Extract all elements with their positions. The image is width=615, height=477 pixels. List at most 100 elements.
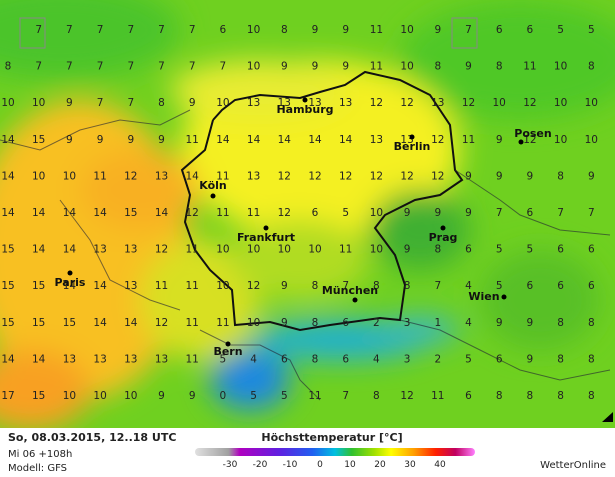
temperature-value: 8 xyxy=(312,317,319,329)
temperature-value: 10 xyxy=(585,97,598,109)
icon-frame[interactable] xyxy=(19,17,46,49)
legend-tick-label: 30 xyxy=(404,460,416,470)
temperature-value: 12 xyxy=(462,97,475,109)
temperature-value: 10 xyxy=(400,61,413,73)
temperature-value: 14 xyxy=(93,280,107,292)
temperature-value: 8 xyxy=(434,244,441,256)
temperature-value: 8 xyxy=(281,24,288,36)
temperature-value: 6 xyxy=(527,24,534,36)
temperature-value: 14 xyxy=(63,244,77,256)
temperature-value: 6 xyxy=(527,280,534,292)
temperature-value: 8 xyxy=(557,317,564,329)
temperature-value: 14 xyxy=(1,353,15,365)
icon-frame[interactable] xyxy=(451,17,478,49)
temperature-value: 5 xyxy=(588,24,595,36)
temperature-value: 5 xyxy=(496,280,503,292)
temperature-value: 3 xyxy=(404,317,411,329)
legend-tick-label: 20 xyxy=(374,460,386,470)
temperature-value: 14 xyxy=(186,170,200,182)
temperature-value: 14 xyxy=(278,134,292,146)
temperature-value: 14 xyxy=(216,134,230,146)
city-dot xyxy=(501,294,507,300)
temperature-value: 11 xyxy=(155,280,168,292)
temperature-value: 10 xyxy=(63,390,76,402)
temperature-value: 12 xyxy=(186,207,199,219)
temperature-value: 10 xyxy=(216,97,229,109)
temperature-value: 11 xyxy=(370,61,383,73)
city-label: Berlin xyxy=(394,140,431,153)
temperature-value: 10 xyxy=(278,244,291,256)
temperature-value: 7 xyxy=(35,24,42,36)
temperature-value: 6 xyxy=(342,353,349,365)
temperature-value: 8 xyxy=(373,280,380,292)
temperature-value: 9 xyxy=(527,353,534,365)
temperature-value: 5 xyxy=(220,353,227,365)
temperature-value: 5 xyxy=(465,353,472,365)
temperature-value: 9 xyxy=(97,134,104,146)
temperature-value: 13 xyxy=(370,134,383,146)
temperature-value: 9 xyxy=(281,280,288,292)
temperature-value: 15 xyxy=(1,280,14,292)
temperature-value: 8 xyxy=(496,61,503,73)
temperature-value: 12 xyxy=(400,170,413,182)
temperature-value: 6 xyxy=(281,353,288,365)
temperature-value: 0 xyxy=(220,390,227,402)
temperature-value: 9 xyxy=(342,61,349,73)
legend-tick-label: 10 xyxy=(344,460,356,470)
temperature-value: 10 xyxy=(554,97,567,109)
temperature-value: 11 xyxy=(216,317,229,329)
temperature-value: 11 xyxy=(462,134,475,146)
temperature-value: 10 xyxy=(308,244,321,256)
legend-tick-label: -20 xyxy=(253,460,268,470)
temperature-value: 9 xyxy=(281,61,288,73)
temperature-value: 15 xyxy=(124,207,137,219)
temperature-value: 10 xyxy=(585,134,598,146)
temperature-value: 12 xyxy=(278,170,291,182)
temperature-value: 6 xyxy=(465,390,472,402)
legend-tick-label: 40 xyxy=(434,460,446,470)
city-label: Hamburg xyxy=(276,103,333,116)
temperature-value: 2 xyxy=(373,317,380,329)
temperature-value: 12 xyxy=(400,390,413,402)
legend-tick-label: -10 xyxy=(283,460,298,470)
temperature-value: 6 xyxy=(557,280,564,292)
temperature-value: 9 xyxy=(496,317,503,329)
legend-tick-label: 0 xyxy=(317,460,323,470)
temperature-value: 14 xyxy=(308,134,322,146)
temperature-value: 14 xyxy=(32,353,46,365)
temperature-value: 7 xyxy=(496,207,503,219)
temperature-value: 9 xyxy=(127,134,134,146)
temperature-value: 10 xyxy=(554,134,567,146)
temperature-value: 10 xyxy=(63,170,76,182)
temperature-value: 10 xyxy=(93,390,106,402)
temperature-value: 8 xyxy=(404,280,411,292)
temperature-value: 12 xyxy=(247,280,260,292)
temperature-value: 8 xyxy=(527,390,534,402)
temperature-value: 5 xyxy=(557,24,564,36)
temperature-value: 7 xyxy=(97,97,104,109)
temperature-value: 14 xyxy=(63,280,77,292)
temperature-value: 7 xyxy=(158,61,165,73)
temperature-value: 10 xyxy=(247,61,260,73)
temperature-value: 13 xyxy=(339,97,352,109)
temperature-value: 4 xyxy=(250,353,257,365)
city-label: Bern xyxy=(213,345,242,358)
temperature-value: 11 xyxy=(186,353,199,365)
temperature-value: 7 xyxy=(35,61,42,73)
temperature-value: 10 xyxy=(370,244,383,256)
temperature-value: 5 xyxy=(250,390,257,402)
temperature-value: 4 xyxy=(465,317,472,329)
temperature-value: 15 xyxy=(32,317,45,329)
city-label: Posen xyxy=(514,127,551,140)
temperature-value: 6 xyxy=(588,244,595,256)
temperature-value: 6 xyxy=(496,24,503,36)
temperature-value: 8 xyxy=(588,353,595,365)
temperature-value: 5 xyxy=(527,244,534,256)
temperature-value: 14 xyxy=(32,207,46,219)
temperature-value: 12 xyxy=(339,170,352,182)
temperature-value: 9 xyxy=(158,390,165,402)
temperature-value: 9 xyxy=(189,97,196,109)
temperature-value: 9 xyxy=(66,97,73,109)
